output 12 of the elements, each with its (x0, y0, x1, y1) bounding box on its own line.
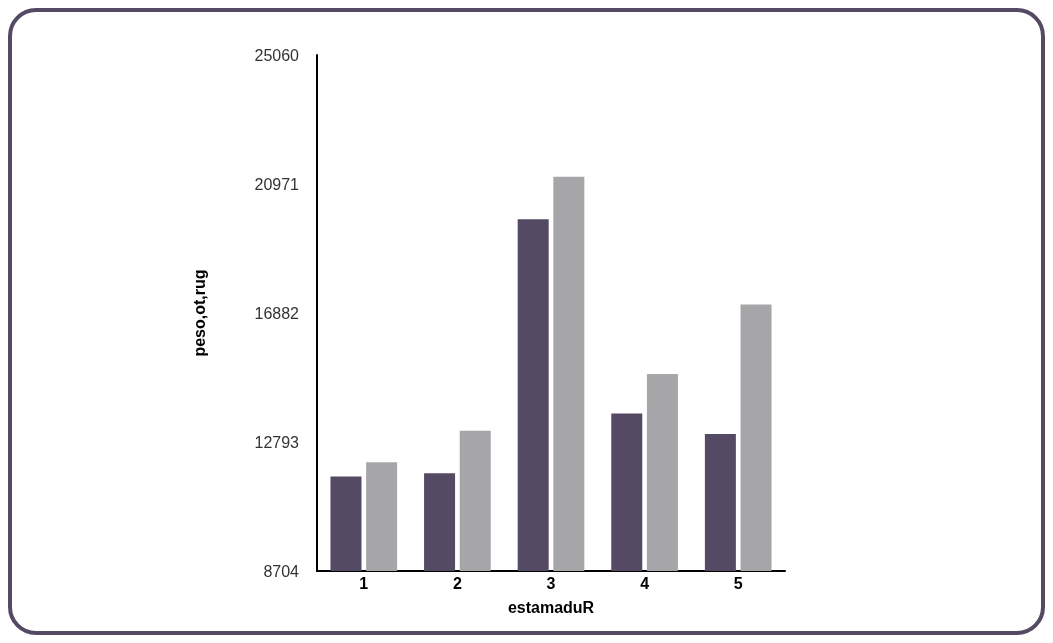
x-tick-label: 4 (640, 574, 650, 592)
x-tick-label: 1 (359, 574, 369, 592)
x-tick-label: 3 (546, 574, 556, 592)
y-axis-title: peso,ot,rug (190, 269, 208, 357)
x-tick-label: 2 (452, 574, 462, 592)
x-axis-title: estamaduR (507, 598, 595, 616)
y-tick-label: 20971 (254, 175, 300, 193)
y-tick-label: 16882 (254, 304, 300, 322)
y-tick-label: 12793 (254, 433, 300, 451)
y-tick-label: 25060 (254, 46, 300, 64)
y-tick-label: 8704 (263, 562, 300, 580)
x-tick-label: 5 (733, 574, 743, 592)
